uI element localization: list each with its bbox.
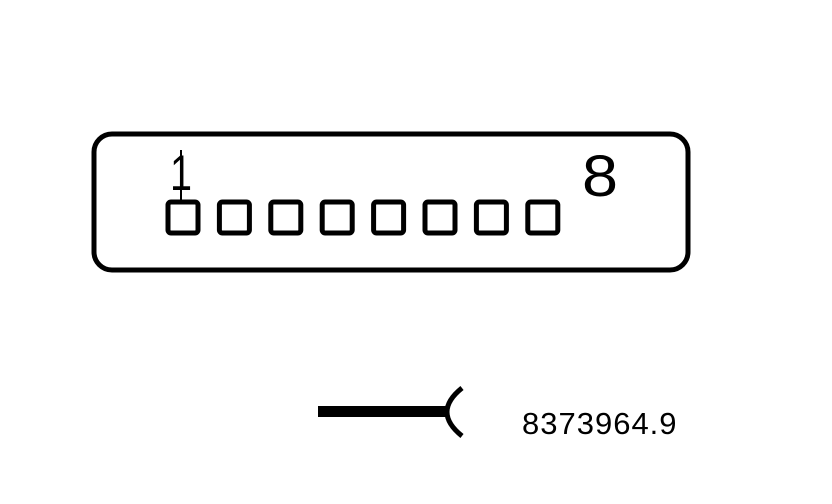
pin-1 [165, 199, 201, 236]
pin-5 [371, 199, 407, 236]
pin-8 [525, 199, 561, 236]
wire-line [318, 406, 446, 417]
connector-housing [91, 131, 691, 273]
pin-2 [216, 199, 252, 236]
pin-7 [473, 199, 509, 236]
pin-row [165, 199, 561, 236]
pin-3 [268, 199, 304, 236]
connector-plug-symbol [318, 386, 464, 438]
plug-socket-arc [444, 386, 464, 438]
pin-label-first: 1 [170, 145, 192, 201]
pin-4 [319, 199, 355, 236]
pin-label-last: 8 [582, 144, 618, 209]
reference-number: 8373964.9 [522, 406, 678, 441]
pin-6 [422, 199, 458, 236]
